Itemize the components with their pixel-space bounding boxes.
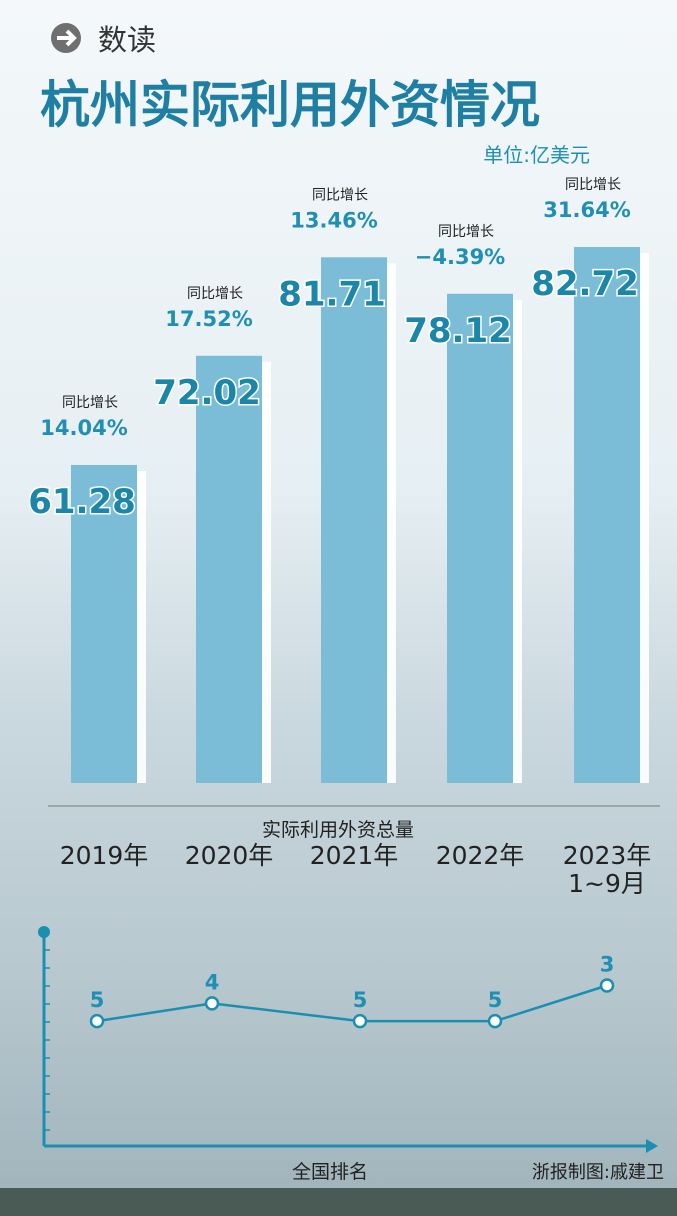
unit: 单位:亿美元 bbox=[483, 143, 590, 167]
x-tick-label: 2019年 bbox=[59, 841, 149, 870]
growth-caption: 同比增长 bbox=[187, 286, 243, 302]
rank-point bbox=[487, 1013, 503, 1029]
rank-point bbox=[204, 996, 220, 1011]
title: 杭州实际利用外资情况 bbox=[40, 76, 540, 134]
bar-shadow bbox=[261, 361, 271, 783]
growth-percent: −4.39% bbox=[415, 245, 505, 269]
bar bbox=[71, 464, 137, 783]
bar-shadow bbox=[639, 253, 649, 784]
rank-label: 5 bbox=[488, 988, 503, 1012]
rank-axis-label: 全国排名 bbox=[292, 1161, 368, 1183]
x-tick-label: 2022年 bbox=[435, 841, 525, 870]
growth-percent: 14.04% bbox=[40, 416, 127, 440]
arrow-glyph bbox=[57, 29, 77, 47]
rank-point bbox=[352, 1013, 368, 1029]
value-label: 81.71 bbox=[278, 274, 386, 314]
bar-shadow bbox=[386, 263, 396, 783]
x-axis-label: 实际利用外资总量 bbox=[262, 819, 414, 841]
tag: 数读 bbox=[98, 23, 156, 57]
growth-percent: 31.64% bbox=[543, 198, 630, 222]
rank-label: 4 bbox=[205, 970, 220, 994]
credit: 浙报制图:戚建卫 bbox=[532, 1162, 664, 1183]
rank-label: 5 bbox=[90, 988, 105, 1012]
bottom-strip bbox=[0, 1188, 677, 1216]
value-label: 78.12 bbox=[404, 311, 512, 351]
growth-caption: 同比增长 bbox=[62, 395, 118, 411]
axis-arrow bbox=[646, 1139, 658, 1153]
growth-caption: 同比增长 bbox=[565, 177, 621, 193]
x-tick-label: 2021年 bbox=[309, 841, 399, 870]
axis-dot bbox=[38, 926, 50, 938]
value-label: 72.02 bbox=[153, 373, 261, 413]
bar bbox=[321, 257, 387, 783]
bar bbox=[574, 247, 640, 784]
growth-caption: 同比增长 bbox=[312, 187, 368, 203]
bar-shadow bbox=[136, 470, 146, 783]
value-label: 61.28 bbox=[28, 482, 136, 522]
value-label: 82.72 bbox=[531, 264, 639, 304]
bar bbox=[196, 355, 262, 783]
rank-label: 3 bbox=[600, 953, 615, 977]
rank-label: 5 bbox=[353, 988, 368, 1012]
x-tick-label: 2020年 bbox=[184, 841, 274, 870]
growth-caption: 同比增长 bbox=[438, 224, 494, 240]
rank-point bbox=[599, 978, 615, 993]
growth-percent: 13.46% bbox=[290, 208, 377, 232]
bar-shadow bbox=[512, 299, 522, 783]
rank-point bbox=[89, 1013, 105, 1029]
bar bbox=[447, 293, 513, 783]
x-tick-label: 2023年 1~9月 bbox=[562, 841, 652, 898]
growth-percent: 17.52% bbox=[165, 307, 252, 331]
